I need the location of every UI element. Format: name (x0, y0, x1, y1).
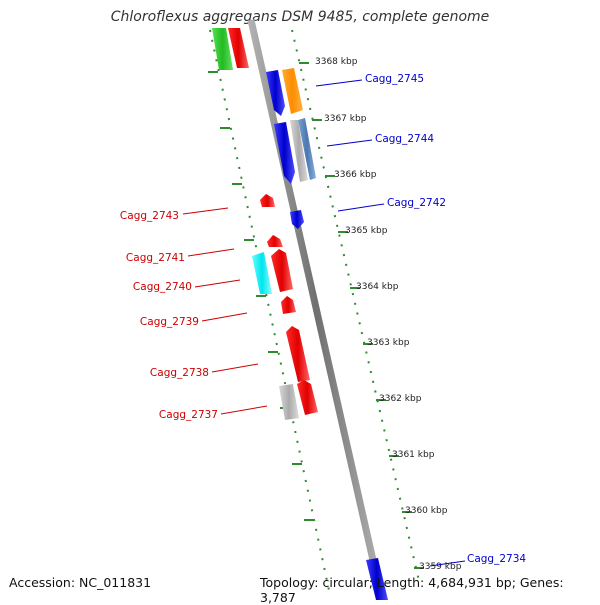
gene-label[interactable]: Cagg_2742 (387, 197, 446, 209)
ruler-tick-label: 3365 kbp (345, 226, 388, 236)
ruler-line-inner (209, 29, 331, 596)
gene-arrow[interactable] (279, 384, 299, 420)
ruler-ticks (299, 62, 424, 569)
ruler-tick-label: 3368 kbp (315, 57, 358, 67)
gene-arrow[interactable] (281, 296, 296, 314)
gene-arrow[interactable] (298, 118, 316, 180)
ruler-tick-label: 3367 kbp (324, 114, 367, 124)
genome-backbone (247, 19, 386, 600)
gene-label[interactable]: Cagg_2744 (375, 133, 434, 145)
gene-arrow[interactable] (290, 120, 308, 182)
leader-line (187, 248, 235, 257)
accession-text: Accession: NC_011831 (9, 575, 152, 590)
genes-forward-strand (266, 68, 388, 600)
gene-label[interactable]: Cagg_2739 (140, 316, 199, 328)
leader-line (315, 79, 363, 87)
gene-arrow[interactable] (266, 70, 285, 116)
map-title: Chloroflexus aggregans DSM 9485, complet… (110, 9, 490, 25)
leader-line (429, 560, 466, 567)
gene-label[interactable]: Cagg_2734 (467, 553, 526, 565)
genes-reverse-strand (212, 28, 318, 420)
gene-arrow[interactable] (228, 28, 249, 68)
gene-label[interactable]: Cagg_2743 (120, 210, 179, 222)
leader-line (326, 139, 373, 147)
ruler-tick-label: 3366 kbp (334, 170, 377, 180)
gene-arrow[interactable] (260, 194, 275, 207)
gene-arrow[interactable] (290, 210, 304, 229)
gene-arrow[interactable] (366, 558, 388, 600)
gene-arrow[interactable] (252, 252, 272, 294)
leader-line (194, 279, 241, 288)
gene-arrow[interactable] (282, 68, 303, 114)
label-leaders (182, 79, 466, 567)
leader-line (337, 203, 385, 212)
gene-arrow[interactable] (212, 28, 233, 70)
gene-label[interactable]: Cagg_2738 (150, 367, 209, 379)
ruler-tick-label: 3362 kbp (379, 394, 422, 404)
gene-arrow[interactable] (286, 326, 310, 382)
gene-arrow[interactable] (267, 235, 283, 247)
gene-label[interactable]: Cagg_2745 (365, 73, 424, 85)
ruler-tick-label: 3363 kbp (367, 338, 410, 348)
leader-line (201, 312, 248, 322)
genome-summary-text: Topology: circular; Length: 4,684,931 bp… (260, 575, 564, 605)
inner-ruler-ticks (208, 71, 314, 521)
gene-arrow[interactable] (271, 249, 293, 292)
ruler-tick-label: 3364 kbp (356, 282, 399, 292)
gene-label[interactable]: Cagg_2737 (159, 409, 218, 421)
ruler-tick-label: 3360 kbp (405, 506, 448, 516)
gene-label[interactable]: Cagg_2740 (133, 281, 192, 293)
leader-line (182, 207, 229, 215)
gene-label[interactable]: Cagg_2741 (126, 252, 185, 264)
ruler-tick-label: 3361 kbp (392, 450, 435, 460)
gene-arrow[interactable] (297, 380, 318, 415)
ruler-tick-label: 3359 kbp (419, 562, 462, 572)
leader-line (220, 405, 268, 415)
leader-line (211, 363, 259, 373)
gene-arrow[interactable] (274, 122, 295, 184)
